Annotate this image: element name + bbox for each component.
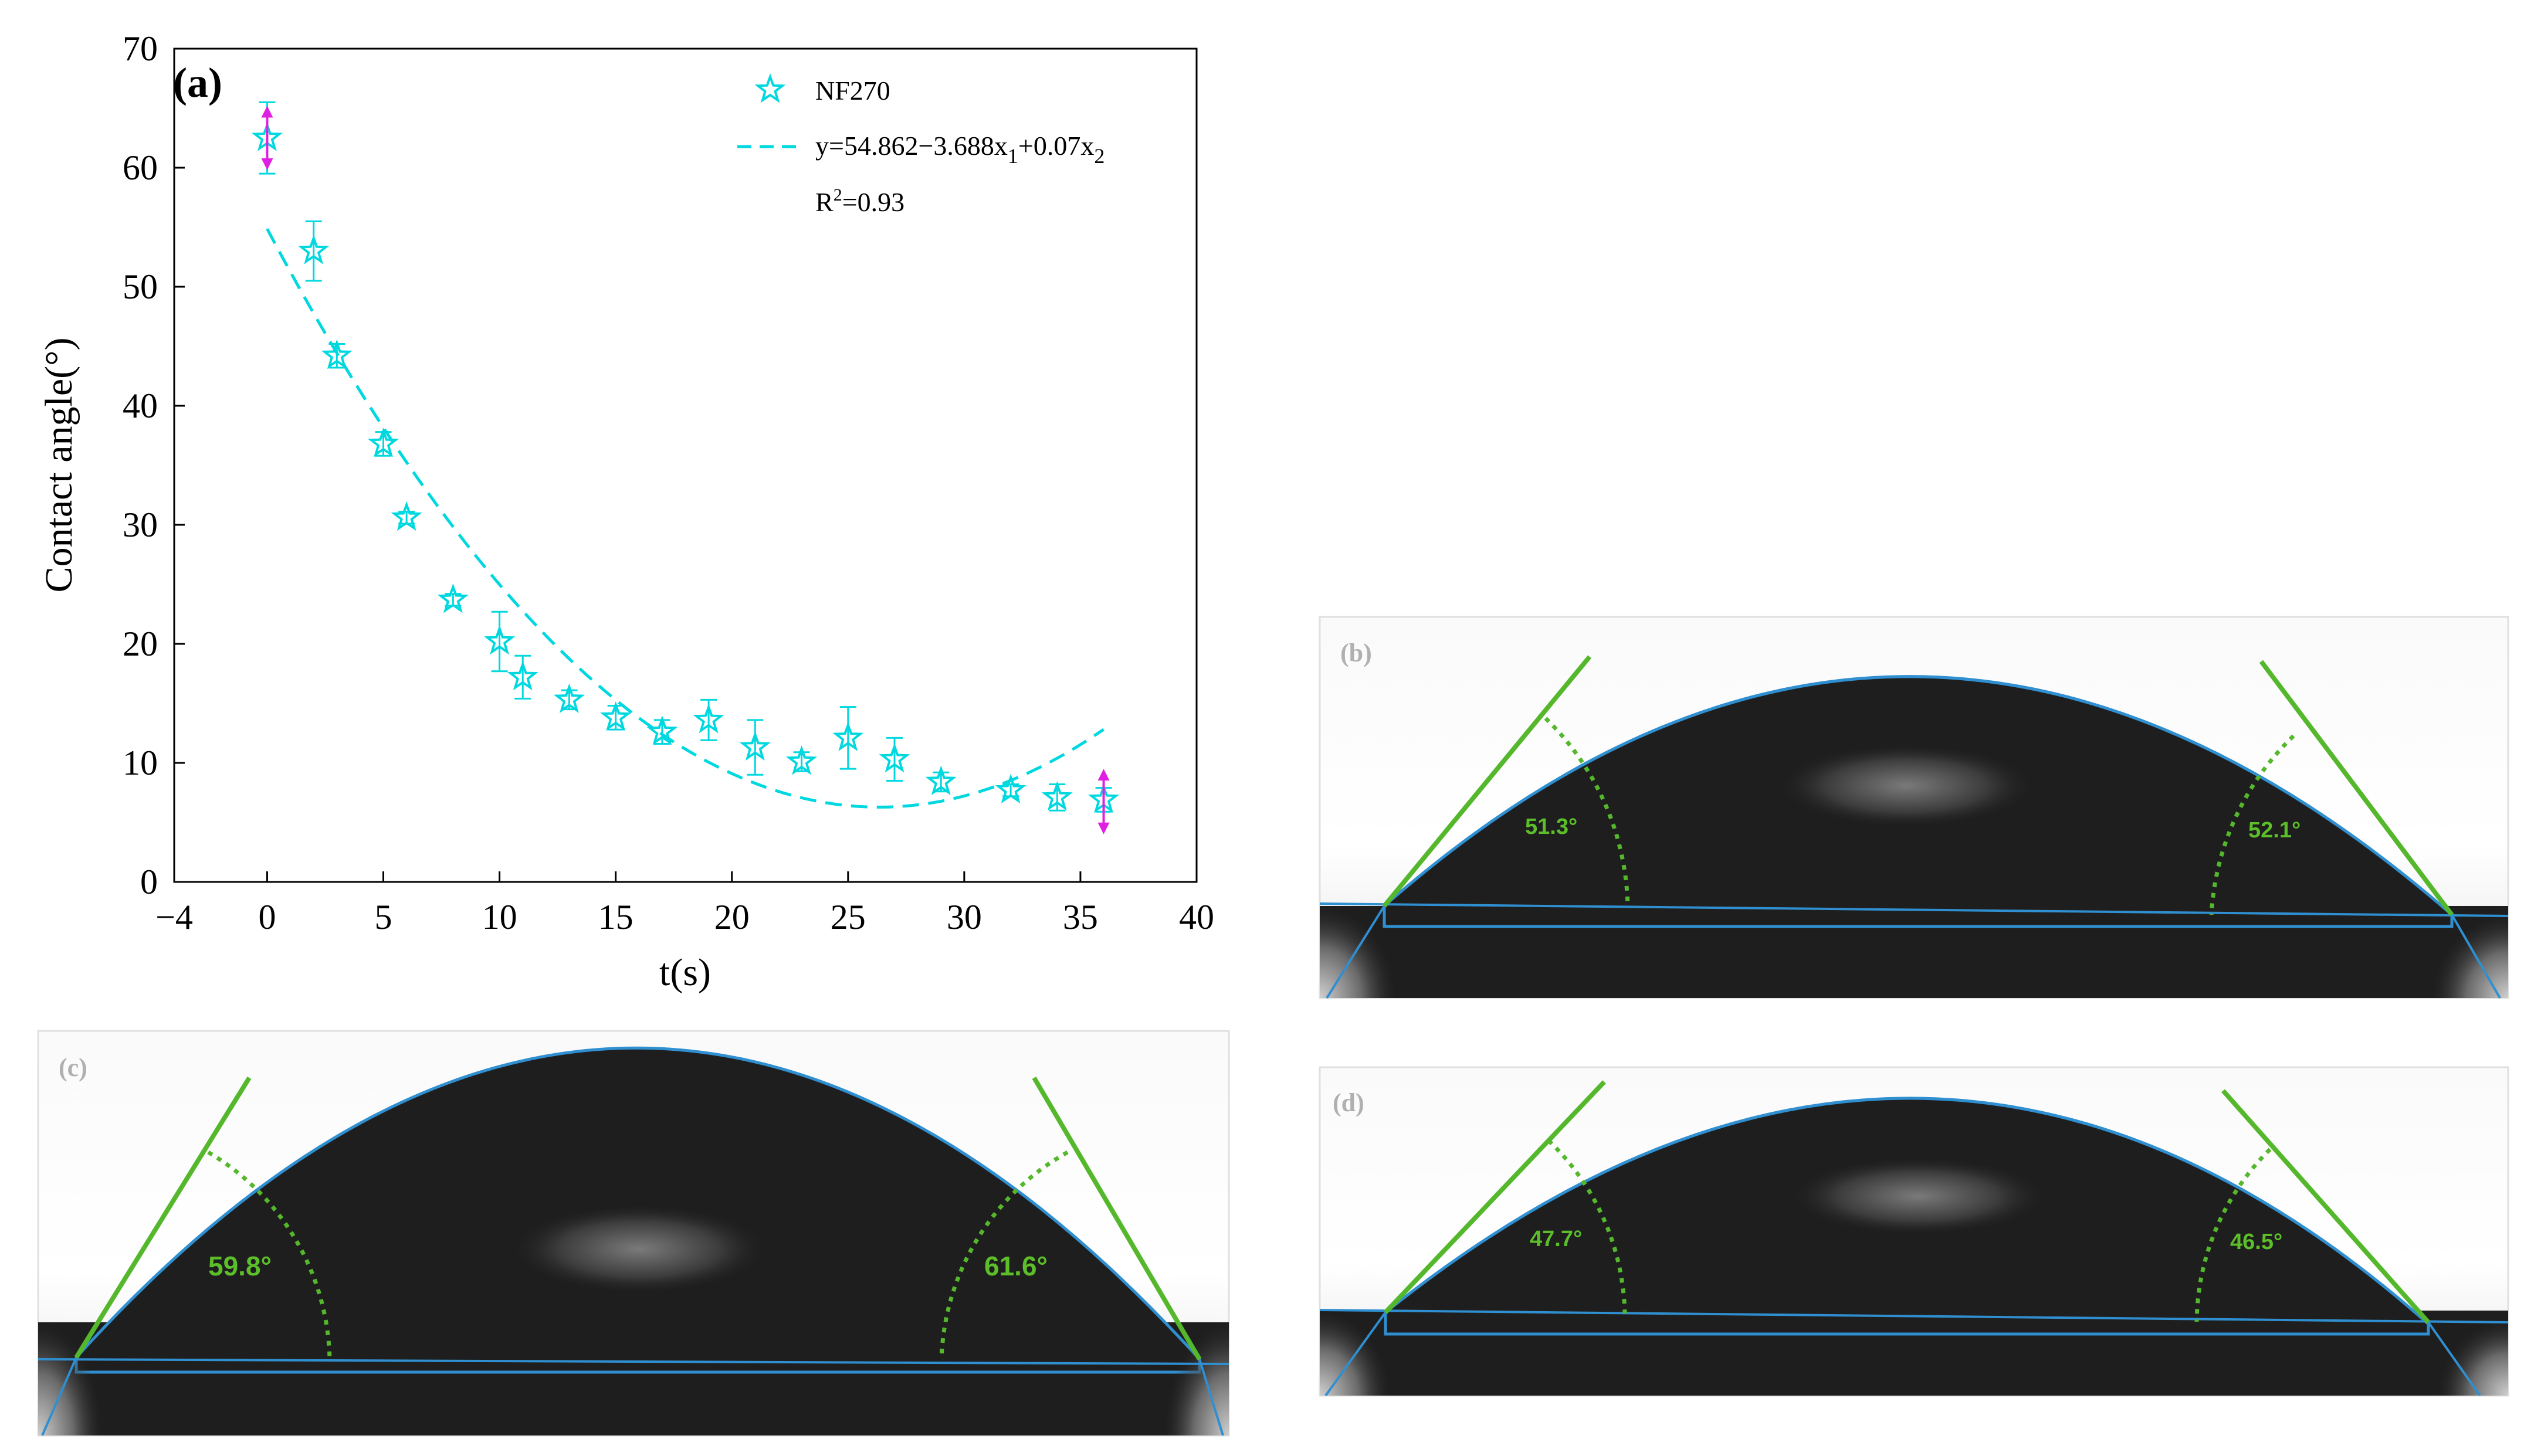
data-point-star (553, 683, 585, 714)
baseline-b (1319, 902, 2509, 917)
droplet-photo-b: (b) 51.3° 52.1° (1319, 616, 2509, 999)
tangent-right-b (2259, 660, 2454, 917)
legend-series-name: NF270 (815, 76, 890, 106)
panel-label-d: (d) (1333, 1088, 1364, 1117)
endpoint-arrow-head-up (261, 106, 273, 118)
baseline-d (1319, 1309, 2509, 1323)
panel-label-b: (b) (1340, 639, 1372, 667)
x-tick-label: 30 (947, 898, 982, 936)
angle-value-right-c: 61.6° (984, 1251, 1048, 1281)
data-point-star (484, 625, 516, 655)
substrate-glare-right-b (2432, 915, 2508, 998)
contour-extension-right-c (1198, 1359, 1224, 1436)
data-point-star (879, 743, 910, 773)
data-points (251, 121, 1120, 813)
y-tick-label: 20 (123, 625, 158, 663)
angle-arc-right-c (939, 1150, 1069, 1360)
endpoint-arrow-head-down (1097, 822, 1110, 834)
legend: NF270 y=54.862−3.688x1+0.07x2 R2=0.93 (737, 73, 1105, 217)
contour-extension-left-c (41, 1357, 77, 1436)
data-point-star (600, 701, 632, 731)
angle-value-right-d: 46.5° (2230, 1230, 2282, 1254)
data-point-star (1041, 781, 1073, 811)
y-axis: 0 10 20 30 40 50 60 70 (123, 29, 185, 901)
endpoint-arrows (261, 106, 1110, 834)
y-tick-label: 60 (123, 148, 158, 187)
angle-arc-right-d (2194, 1148, 2272, 1322)
contour-extension-right-d (2427, 1321, 2481, 1397)
substrate-glare-left-c (38, 1322, 103, 1435)
tangent-left-d (1384, 1080, 1606, 1314)
y-axis-label: Contact angle(°) (38, 337, 80, 592)
angle-arc-left-b (1544, 717, 1630, 907)
droplet-photo-d: (d) 47.7° 46.5° (1319, 1066, 2509, 1397)
tangent-left-c (74, 1076, 252, 1359)
substrate-glare-left-b (1320, 906, 1396, 998)
data-point-star (995, 773, 1026, 804)
data-point-star (391, 501, 422, 531)
contour-extension-left-d (1324, 1311, 1387, 1397)
x-tick-label: −4 (155, 898, 193, 936)
angle-arc-left-c (207, 1150, 332, 1360)
x-tick-label: 20 (714, 898, 750, 936)
y-tick-label: 30 (123, 505, 158, 544)
y-tick-label: 0 (140, 863, 158, 901)
droplet-photo-c: (c) 59.8° 61.6° (37, 1030, 1230, 1437)
data-point-star (739, 731, 771, 761)
panel-label-a: (a) (173, 59, 222, 106)
data-point-star (925, 765, 957, 796)
data-point-star (321, 339, 353, 369)
x-tick-label: 40 (1179, 898, 1214, 936)
y-tick-label: 50 (123, 267, 158, 306)
endpoint-arrow-head-down (261, 158, 273, 171)
fit-curve (266, 228, 1105, 809)
data-point-star (785, 745, 818, 775)
droplet-reflection-c (504, 1202, 774, 1296)
x-tick-label: 25 (831, 898, 866, 936)
angle-value-left-b: 51.3° (1525, 814, 1577, 839)
x-tick-label: 5 (375, 898, 392, 936)
substrate-glare-right-d (2438, 1319, 2508, 1396)
x-tick-label: 10 (482, 898, 517, 936)
baseline-c (38, 1358, 1229, 1365)
y-tick-label: 10 (123, 744, 158, 782)
tangent-right-d (2221, 1089, 2430, 1324)
data-point-star (693, 704, 724, 734)
angle-value-left-c: 59.8° (208, 1251, 272, 1281)
legend-fit-label: y=54.862−3.688x1+0.07x2 (815, 131, 1105, 168)
angle-value-right-b: 52.1° (2248, 818, 2301, 843)
x-axis-label: t(s) (659, 951, 711, 994)
contour-extension-left-b (1326, 905, 1385, 999)
x-tick-label: 0 (258, 898, 276, 936)
droplet-reflection-d (1783, 1155, 2053, 1237)
panel-label-c: (c) (59, 1053, 87, 1082)
y-tick-label: 70 (123, 29, 158, 68)
data-point-star (298, 235, 330, 264)
x-tick-label: 35 (1063, 898, 1098, 936)
data-point-star (437, 583, 469, 613)
data-point-star (507, 660, 538, 691)
droplet-reflection-b (1771, 742, 2041, 830)
angle-arc-left-d (1547, 1139, 1627, 1314)
error-bars (259, 101, 1112, 813)
plot-frame (173, 47, 1198, 883)
x-tick-label: 15 (598, 898, 633, 936)
endpoint-arrow-head-up (1097, 769, 1110, 781)
y-tick-label: 40 (123, 386, 158, 425)
contour-extension-right-b (2451, 914, 2501, 999)
angle-value-left-d: 47.7° (1530, 1227, 1582, 1251)
x-axis: −4 0 5 10 15 20 25 30 35 40 (155, 871, 1214, 936)
legend-r-squared: R2=0.93 (815, 185, 904, 217)
data-point-star (832, 721, 864, 751)
tangent-right-c (1032, 1076, 1202, 1361)
legend-star-marker (754, 73, 786, 103)
data-point-star (646, 715, 678, 745)
tangent-left-b (1382, 655, 1592, 908)
substrate-glare-right-c (1164, 1322, 1229, 1435)
data-point-star (367, 427, 399, 457)
